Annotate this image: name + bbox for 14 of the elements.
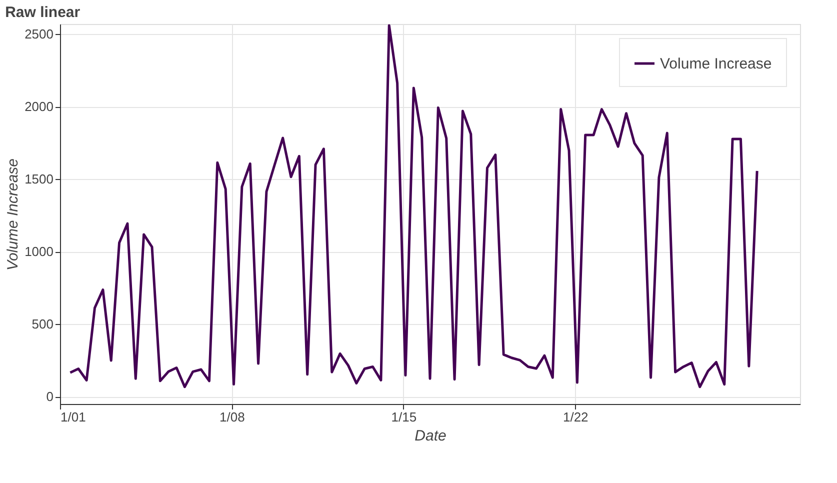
x-axis-title: Date (414, 428, 446, 444)
y-tick-label: 2000 (24, 99, 54, 114)
legend-label: Volume Increase (660, 56, 772, 72)
y-tick-label: 500 (32, 316, 54, 332)
y-tick-label: 1000 (24, 244, 54, 260)
x-tick-label: 1/01 (60, 410, 86, 424)
y-tick-label: 0 (46, 389, 54, 404)
x-tick-label: 1/15 (391, 410, 417, 424)
y-axis-title: Volume Increase (4, 158, 22, 271)
x-tick-label: 1/08 (220, 410, 245, 424)
x-tick-label: 1/22 (562, 410, 588, 424)
y-tick-label: 2500 (24, 26, 54, 42)
chart-title: Raw linear (5, 4, 80, 21)
y-tick-label: 1500 (24, 172, 54, 187)
